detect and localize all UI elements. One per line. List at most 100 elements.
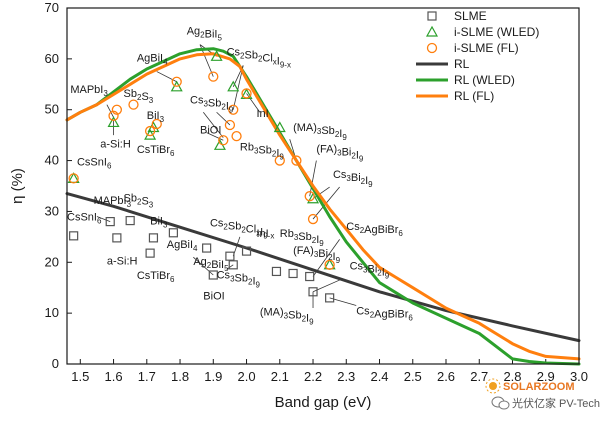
annotation-leader [106, 104, 114, 118]
material-label: AgBiI4 [137, 52, 168, 66]
data-point-slme [208, 270, 218, 280]
y-tick-label: 70 [45, 0, 59, 15]
material-label: MAPbI3 [70, 84, 108, 98]
data-point-i-slme-wled [273, 121, 286, 133]
data-point-slme [225, 251, 235, 261]
data-point-i-slme-fl [218, 135, 229, 146]
material-label: Rb3Sb2I9 [240, 141, 285, 161]
material-label: Cs2AgBiBr6 [356, 306, 413, 323]
line-series [65, 47, 581, 366]
data-point-i-slme-wled [210, 50, 223, 61]
data-point-i-slme-fl [224, 119, 236, 131]
legend-marker [425, 25, 439, 37]
data-point-slme [148, 233, 159, 243]
material-label: Ag2BiI5 [187, 25, 223, 42]
data-point-slme [202, 243, 212, 253]
data-point-slme [125, 215, 135, 226]
data-point-i-slme-fl [171, 76, 182, 87]
material-label: a-Si:H [107, 255, 138, 267]
material-label: a-Si:H [100, 138, 131, 150]
annotation-leader [206, 132, 224, 141]
series-line-rl [65, 192, 581, 343]
chart-legend: SLME i-SLME (WLED) i-SLME (FL) RL RL (WLED) R… [416, 9, 539, 103]
data-point-slme [69, 231, 79, 241]
annotation-leader [312, 186, 330, 200]
data-point-slme [325, 293, 335, 303]
x-tick-label: 1.6 [105, 369, 123, 384]
material-label: Cs3Sb2I9 [190, 95, 234, 115]
material-label: Cs2Sb2ClxI9-x [210, 218, 274, 241]
legend-label: i-SLME (FL) [454, 41, 519, 55]
data-point-slme [241, 246, 252, 256]
material-label: MAPbI3 [94, 195, 132, 209]
data-point-slme [288, 268, 298, 279]
material-label: InI [257, 228, 269, 240]
y-tick-label: 60 [45, 51, 59, 66]
data-point-i-slme-fl [144, 125, 156, 137]
material-label: Cs2AgBiBr6 [346, 221, 403, 238]
material-label: BiOI [200, 125, 221, 137]
material-label: BiOI [203, 290, 224, 302]
data-point-slme [105, 217, 115, 227]
material-label: CsTiBr6 [137, 144, 175, 158]
material-label: (FA)3Bi2I9 [293, 245, 341, 265]
data-point-slme [305, 271, 315, 282]
material-label: (FA)3Bi2I9 [316, 143, 364, 163]
material-label: Cs3Sb2I9 [217, 270, 261, 290]
data-point-i-slme-fl [231, 131, 242, 142]
data-point-i-slme-fl [304, 191, 315, 202]
x-tick-label: 2.9 [537, 369, 555, 384]
x-tick-label: 2.5 [404, 369, 422, 384]
annotation-leader [96, 216, 111, 222]
material-label: CsSnI6 [77, 157, 112, 171]
data-point-i-slme-wled [170, 80, 183, 92]
data-point-slme [271, 266, 282, 277]
legend-label: RL (FL) [454, 89, 494, 103]
y-tick-label: 10 [45, 305, 59, 320]
material-label: CsTiBr6 [137, 270, 175, 284]
annotation-leader [226, 264, 234, 270]
x-tick-label: 2.7 [470, 369, 488, 384]
data-point-slme [168, 228, 178, 238]
material-label: InI [257, 108, 269, 120]
x-tick-label: 2.0 [237, 369, 255, 384]
material-label: Rb3Sb2I9 [280, 228, 325, 248]
annotation-leader [246, 93, 261, 113]
legend-marker [426, 42, 438, 54]
data-point-i-slme-fl [307, 213, 319, 225]
material-label: Sb2S3 [124, 192, 154, 209]
data-point-slme [145, 248, 155, 258]
material-label: Ag2BiI5 [193, 256, 229, 273]
y-tick-label: 0 [52, 356, 59, 371]
legend-label: SLME [454, 9, 487, 23]
material-label: Cs3Bi2I9 [350, 260, 390, 280]
data-point-slme [112, 233, 122, 243]
material-label: Cs2Sb2ClxI9-x [227, 46, 291, 69]
annotation-leader [193, 256, 214, 276]
data-point-i-slme-fl [241, 88, 252, 99]
x-tick-label: 2.1 [271, 369, 289, 384]
data-point-i-slme-fl [108, 110, 119, 121]
plot-frame [66, 7, 580, 365]
material-label: BiI3 [147, 110, 165, 124]
material-label: (MA)3Sb2I9 [260, 307, 314, 327]
data-point-i-slme-wled [227, 80, 240, 92]
material-label: CsSnI6 [67, 212, 102, 226]
legend-label: i-SLME (WLED) [454, 25, 539, 39]
data-point-i-slme-fl [68, 173, 79, 184]
y-tick-label: 40 [45, 153, 59, 168]
y-tick-label: 20 [45, 254, 59, 269]
material-label: Cs3Bi2I9 [333, 169, 373, 189]
x-tick-label: 1.5 [71, 369, 89, 384]
x-tick-label: 2.4 [370, 369, 388, 384]
material-label: AgBiI4 [167, 239, 198, 253]
data-point-i-slme-wled [307, 192, 320, 204]
tick-labels: 1.5 1.6 1.7 1.8 1.9 2.0 2.1 2.2 2.3 2.4 2.5 2.6 2.7 2… [45, 0, 589, 384]
data-point-i-slme-fl [228, 104, 239, 115]
x-tick-label: 2.6 [437, 369, 455, 384]
legend-label: RL [454, 57, 470, 71]
wechat-icon [491, 396, 510, 410]
watermark-subtitle: 光伏亿家 PV-Tech [512, 396, 600, 410]
x-tick-label: 1.8 [171, 369, 189, 384]
